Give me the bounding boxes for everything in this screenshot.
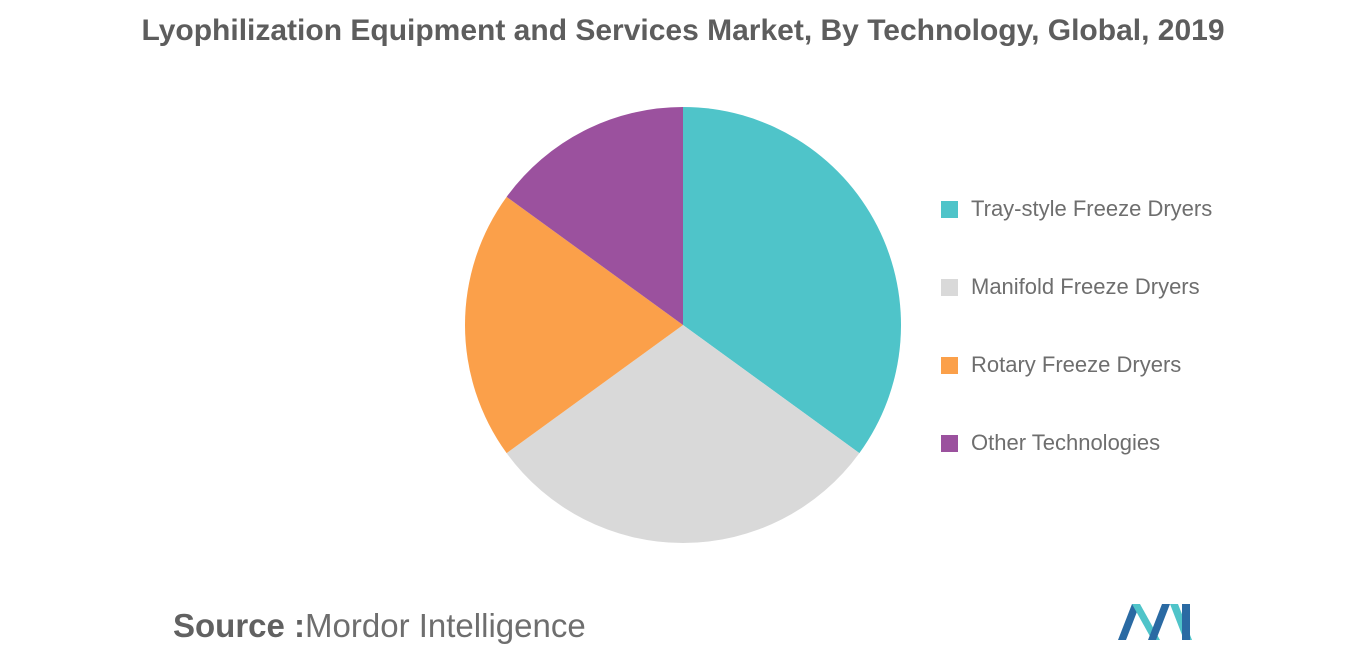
legend-swatch-manifold <box>941 279 958 296</box>
chart-title: Lyophilization Equipment and Services Ma… <box>141 14 1225 47</box>
logo-right-bar <box>1182 604 1190 640</box>
pie-slice-other <box>506 107 683 325</box>
legend-label-manifold: Manifold Freeze Dryers <box>971 274 1200 299</box>
pie-slice-manifold <box>506 325 860 544</box>
legend-swatch-other <box>941 435 958 452</box>
pie-slice-rotary <box>464 196 683 454</box>
logo-left-stroke <box>1118 604 1140 640</box>
legend-label-other: Other Technologies <box>971 430 1161 455</box>
source-name: Mordor Intelligence <box>305 607 586 644</box>
source-note: Source :Mordor Intelligence <box>173 605 586 647</box>
mordor-intelligence-logo-icon <box>1118 604 1192 640</box>
legend-label-rotary: Rotary Freeze Dryers <box>971 352 1182 377</box>
logo-mid-stroke <box>1148 604 1170 640</box>
legend-swatch-rotary <box>941 357 958 374</box>
legend-swatch-tray-style <box>941 201 958 218</box>
pie-slice-tray-style <box>683 107 902 454</box>
legend-label-tray-style: Tray-style Freeze Dryers <box>971 196 1213 221</box>
source-prefix: Source : <box>173 607 306 644</box>
